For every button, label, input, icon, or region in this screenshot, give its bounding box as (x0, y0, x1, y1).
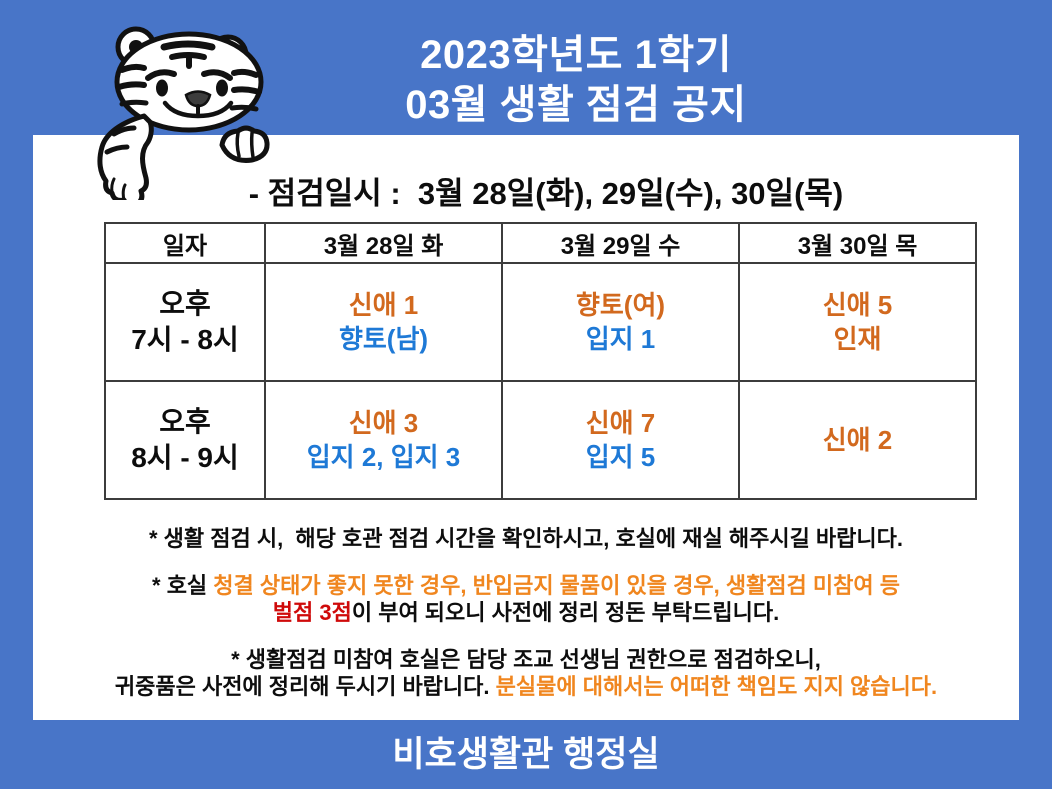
cell-mar29-8pm: 신애 7 입지 5 (501, 380, 740, 500)
note-line: 귀중품은 사전에 정리해 두시기 바랍니다. 분실물에 대해서는 어떠한 책임도… (33, 673, 1019, 701)
notes-section: * 생활 점검 시, 해당 호관 점검 시간을 확인하시고, 호실에 재실 해주… (33, 525, 1019, 701)
footer-office-label: 비호생활관 행정실 (392, 735, 660, 774)
note-line: * 호실 청결 상태가 좋지 못한 경우, 반입금지 물품이 있을 경우, 생활… (33, 572, 1019, 600)
building-label: 신애 2 (822, 424, 893, 455)
note-line: 벌점 3점이 부여 되오니 사전에 정리 정돈 부탁드립니다. (33, 599, 1019, 627)
building-label: 신애 3 (348, 407, 419, 438)
note-line: * 생활점검 미참여 호실은 담당 조교 선생님 권한으로 점검하오니, (33, 646, 1019, 674)
note-text: * 호실 (152, 572, 214, 598)
notice-header: 2023학년도 1학기 03월 생활 점검 공지 (0, 30, 1052, 130)
building-label: 향토(남) (338, 324, 429, 354)
column-header-date: 일자 (104, 222, 266, 264)
note-text: 귀중품은 사전에 정리해 두시기 바랍니다. (114, 674, 496, 699)
tiger-mascot-icon (97, 26, 270, 200)
note-penalty: * 호실 청결 상태가 좋지 못한 경우, 반입금지 물품이 있을 경우, 생활… (33, 572, 1019, 627)
time-slot-label: 오후 (159, 406, 211, 438)
note-attendance: * 생활 점검 시, 해당 호관 점검 시간을 확인하시고, 호실에 재실 해주… (33, 525, 1019, 553)
building-label: 신애 5 (822, 289, 893, 320)
cell-mar28-7pm: 신애 1 향토(남) (264, 262, 503, 382)
building-label: 인재 (833, 324, 882, 354)
table-header-row: 일자 3월 28일 화 3월 29일 수 3월 30일 목 (104, 222, 977, 264)
column-header-mar29: 3월 29일 수 (501, 222, 740, 264)
inspection-schedule-table: 일자 3월 28일 화 3월 29일 수 3월 30일 목 오후 7시 - 8시… (104, 222, 977, 500)
cell-mar28-8pm: 신애 3 입지 2, 입지 3 (264, 380, 503, 500)
building-label: 입지 2, 입지 3 (306, 442, 461, 472)
table-row-8pm: 오후 8시 - 9시 신애 3 입지 2, 입지 3 신애 7 입지 5 신애 … (104, 380, 977, 500)
building-label: 신애 1 (348, 289, 419, 320)
note-text-red: 벌점 3점 (272, 600, 352, 625)
building-label: 향토(여) (575, 289, 666, 320)
note-line: * 생활 점검 시, 해당 호관 점검 시간을 확인하시고, 호실에 재실 해주… (33, 525, 1019, 553)
time-slot-8pm: 오후 8시 - 9시 (104, 380, 266, 500)
column-header-mar28: 3월 28일 화 (264, 222, 503, 264)
content-panel: - 점검일시 : 3월 28일(화), 29일(수), 30일(목) 일자 3월… (33, 135, 1019, 720)
note-text: * 생활점검 미참여 호실은 담당 조교 선생님 권한으로 점검하오니, (231, 646, 821, 672)
cell-mar30-7pm: 신애 5 인재 (738, 262, 977, 382)
notice-title-line2: 03월 생활 점검 공지 (405, 83, 747, 127)
inspection-date-line: - 점검일시 : 3월 28일(화), 29일(수), 30일(목) (248, 176, 844, 211)
building-label: 입지 5 (585, 442, 656, 472)
column-header-mar30: 3월 30일 목 (738, 222, 977, 264)
time-slot-range: 7시 - 8시 (131, 324, 239, 355)
building-label: 신애 7 (585, 407, 656, 438)
table-row-7pm: 오후 7시 - 8시 신애 1 향토(남) 향토(여) 입지 1 신애 5 인재 (104, 262, 977, 382)
note-text: 이 부여 되오니 사전에 정리 정돈 부탁드립니다. (351, 600, 780, 625)
note-text-orange: 분실물에 대해서는 어떠한 책임도 지지 않습니다. (495, 674, 938, 699)
note-valuables: * 생활점검 미참여 호실은 담당 조교 선생님 권한으로 점검하오니, 귀중품은… (33, 646, 1019, 701)
cell-mar30-8pm: 신애 2 (738, 380, 977, 500)
notice-title-line1: 2023학년도 1학기 (420, 33, 732, 77)
time-slot-7pm: 오후 7시 - 8시 (104, 262, 266, 382)
note-text-orange: 청결 상태가 좋지 못한 경우, 반입금지 물품이 있을 경우, 생활점검 미참… (213, 572, 900, 598)
time-slot-range: 8시 - 9시 (131, 442, 239, 473)
cell-mar29-7pm: 향토(여) 입지 1 (501, 262, 740, 382)
note-text: * 생활 점검 시, 해당 호관 점검 시간을 확인하시고, 호실에 재실 해주… (148, 526, 904, 551)
time-slot-label: 오후 (159, 288, 211, 320)
building-label: 입지 1 (585, 324, 656, 354)
